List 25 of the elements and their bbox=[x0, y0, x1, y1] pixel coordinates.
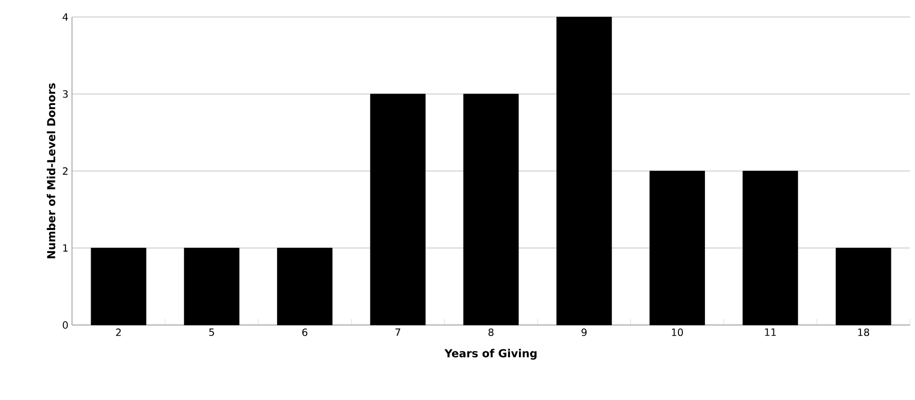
bar bbox=[90, 248, 146, 326]
bar bbox=[650, 170, 705, 326]
x-tick-label: 6 bbox=[302, 328, 308, 336]
x-tick-label: 9 bbox=[582, 328, 587, 336]
y-tick-label: 4 bbox=[62, 13, 68, 21]
y-tick-label: 1 bbox=[63, 244, 68, 252]
x-axis-title: Years of Giving bbox=[444, 348, 537, 360]
x-tick-label: 8 bbox=[488, 328, 494, 336]
x-tick-label: 11 bbox=[765, 328, 776, 336]
y-tick-label: 0 bbox=[62, 321, 68, 329]
x-tick-label: 18 bbox=[858, 328, 870, 336]
x-tick-label: 10 bbox=[672, 328, 683, 336]
x-tick-label: 5 bbox=[209, 328, 214, 336]
y-tick-label: 3 bbox=[62, 90, 68, 98]
bar bbox=[184, 248, 240, 326]
bar bbox=[742, 170, 798, 326]
x-tick-label: 7 bbox=[396, 328, 400, 336]
bar bbox=[463, 94, 519, 326]
bar bbox=[836, 248, 892, 326]
bar bbox=[277, 248, 332, 326]
y-tick-label: 2 bbox=[62, 167, 68, 175]
bar bbox=[556, 16, 612, 326]
y-axis-title: Number of Mid-Level Donors bbox=[46, 83, 56, 258]
x-tick-label: 2 bbox=[116, 328, 121, 336]
bar bbox=[370, 94, 426, 326]
